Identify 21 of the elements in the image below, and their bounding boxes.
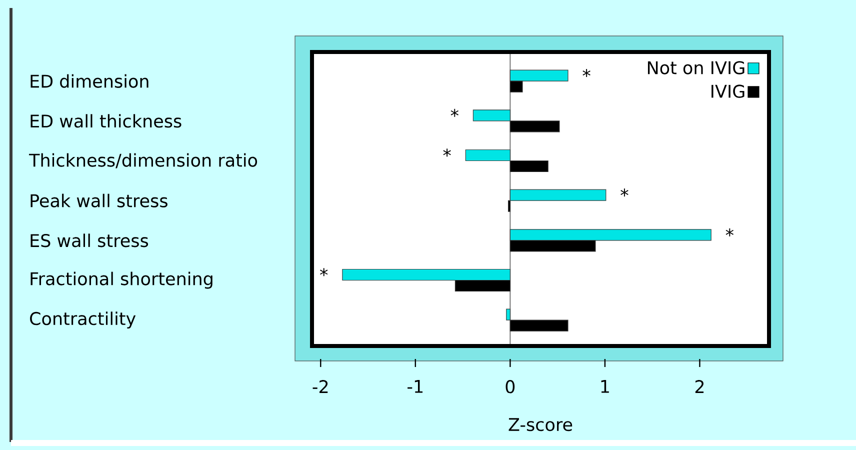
legend-label: IVIG (712, 84, 744, 98)
y-tick-label: Contractility (30, 312, 136, 329)
y-tick-label: ED wall thickness (30, 114, 182, 128)
annotation: * (450, 108, 458, 117)
annotation: * (620, 188, 628, 196)
x-tick-label: 0 (506, 380, 515, 394)
annotation: * (443, 148, 451, 157)
y-tick-label: ED dimension (30, 74, 148, 88)
x-axis-title: Z-score (508, 418, 572, 432)
annotation: * (320, 268, 328, 276)
y-tick-label: Thickness/dimension ratio (28, 153, 258, 168)
x-tick-label: -2 (312, 380, 328, 394)
y-tick-label: Fractional shortening (30, 272, 212, 289)
x-tick-label: 1 (601, 380, 609, 393)
x-tick-label: -1 (408, 380, 423, 393)
y-tick-label: ES wall stress (30, 234, 148, 248)
y-tick-label: Peak wall stress (30, 194, 168, 208)
x-tick-label: 2 (695, 380, 704, 394)
annotation: * (582, 69, 590, 77)
legend-label: Not on IVIG (648, 61, 744, 74)
annotation: * (726, 228, 734, 236)
